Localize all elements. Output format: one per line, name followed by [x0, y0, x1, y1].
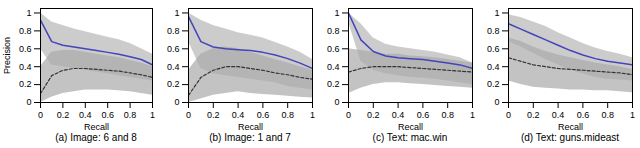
svg-text:0.2: 0.2 — [367, 110, 380, 120]
svg-text:0.6: 0.6 — [167, 44, 180, 54]
svg-text:0.4: 0.4 — [327, 62, 340, 72]
svg-text:Recall: Recall — [558, 122, 583, 132]
svg-text:0.2: 0.2 — [19, 79, 32, 89]
svg-text:0: 0 — [346, 110, 351, 120]
svg-text:0.4: 0.4 — [79, 110, 92, 120]
svg-text:0.8: 0.8 — [124, 110, 137, 120]
svg-text:0.8: 0.8 — [601, 110, 614, 120]
svg-text:0.6: 0.6 — [327, 44, 340, 54]
svg-text:0.2: 0.2 — [327, 79, 340, 89]
svg-text:1: 1 — [150, 110, 155, 120]
svg-text:0.8: 0.8 — [327, 26, 340, 36]
svg-text:Recall: Recall — [398, 122, 423, 132]
svg-text:0.2: 0.2 — [207, 110, 220, 120]
svg-text:0.8: 0.8 — [19, 26, 32, 36]
html-text:(b) Image: 1 and 7: (b) Image: 1 and 7 — [209, 132, 291, 143]
svg-text:0.8: 0.8 — [281, 110, 294, 120]
svg-text:1: 1 — [630, 110, 635, 120]
svg-text:1: 1 — [26, 8, 31, 18]
svg-text:1: 1 — [310, 110, 315, 120]
svg-text:Precision: Precision — [2, 37, 12, 74]
svg-text:0.4: 0.4 — [19, 62, 32, 72]
svg-text:0.6: 0.6 — [101, 110, 114, 120]
svg-text:0.6: 0.6 — [19, 44, 32, 54]
svg-text:0: 0 — [26, 97, 31, 107]
svg-text:0.4: 0.4 — [232, 110, 245, 120]
svg-text:1: 1 — [174, 8, 179, 18]
svg-text:0.8: 0.8 — [167, 26, 180, 36]
svg-text:0: 0 — [186, 110, 191, 120]
svg-text:0.4: 0.4 — [167, 62, 180, 72]
svg-text:0: 0 — [494, 97, 499, 107]
svg-text:0.2: 0.2 — [57, 110, 70, 120]
svg-text:0: 0 — [506, 110, 511, 120]
html-text:(d) Text: guns.mideast: (d) Text: guns.mideast — [520, 132, 620, 143]
html-text:(c) Text: mac.win: (c) Text: mac.win — [372, 132, 448, 143]
svg-text:1: 1 — [470, 110, 475, 120]
svg-text:0.6: 0.6 — [417, 110, 430, 120]
svg-text:0.2: 0.2 — [527, 110, 540, 120]
html-text:(a) Image: 6 and 8: (a) Image: 6 and 8 — [55, 132, 137, 143]
svg-text:0: 0 — [334, 97, 339, 107]
svg-text:0.2: 0.2 — [487, 79, 500, 89]
svg-text:Recall: Recall — [84, 122, 109, 132]
svg-text:0.6: 0.6 — [257, 110, 270, 120]
svg-text:0.8: 0.8 — [487, 26, 500, 36]
svg-text:0: 0 — [38, 110, 43, 120]
svg-text:1: 1 — [494, 8, 499, 18]
svg-text:0.2: 0.2 — [167, 79, 180, 89]
svg-text:0.4: 0.4 — [392, 110, 405, 120]
svg-text:0.4: 0.4 — [552, 110, 565, 120]
svg-text:0.6: 0.6 — [577, 110, 590, 120]
svg-text:Recall: Recall — [238, 122, 263, 132]
svg-text:1: 1 — [334, 8, 339, 18]
svg-text:0.8: 0.8 — [441, 110, 454, 120]
svg-text:0.6: 0.6 — [487, 44, 500, 54]
svg-text:0.4: 0.4 — [487, 62, 500, 72]
svg-text:0: 0 — [174, 97, 179, 107]
